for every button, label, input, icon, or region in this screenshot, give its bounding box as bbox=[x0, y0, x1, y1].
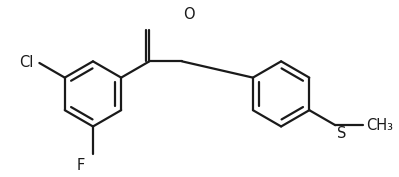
Text: F: F bbox=[76, 158, 85, 173]
Text: O: O bbox=[183, 7, 195, 22]
Text: Cl: Cl bbox=[19, 55, 33, 70]
Text: S: S bbox=[337, 126, 347, 141]
Text: CH₃: CH₃ bbox=[367, 118, 393, 133]
